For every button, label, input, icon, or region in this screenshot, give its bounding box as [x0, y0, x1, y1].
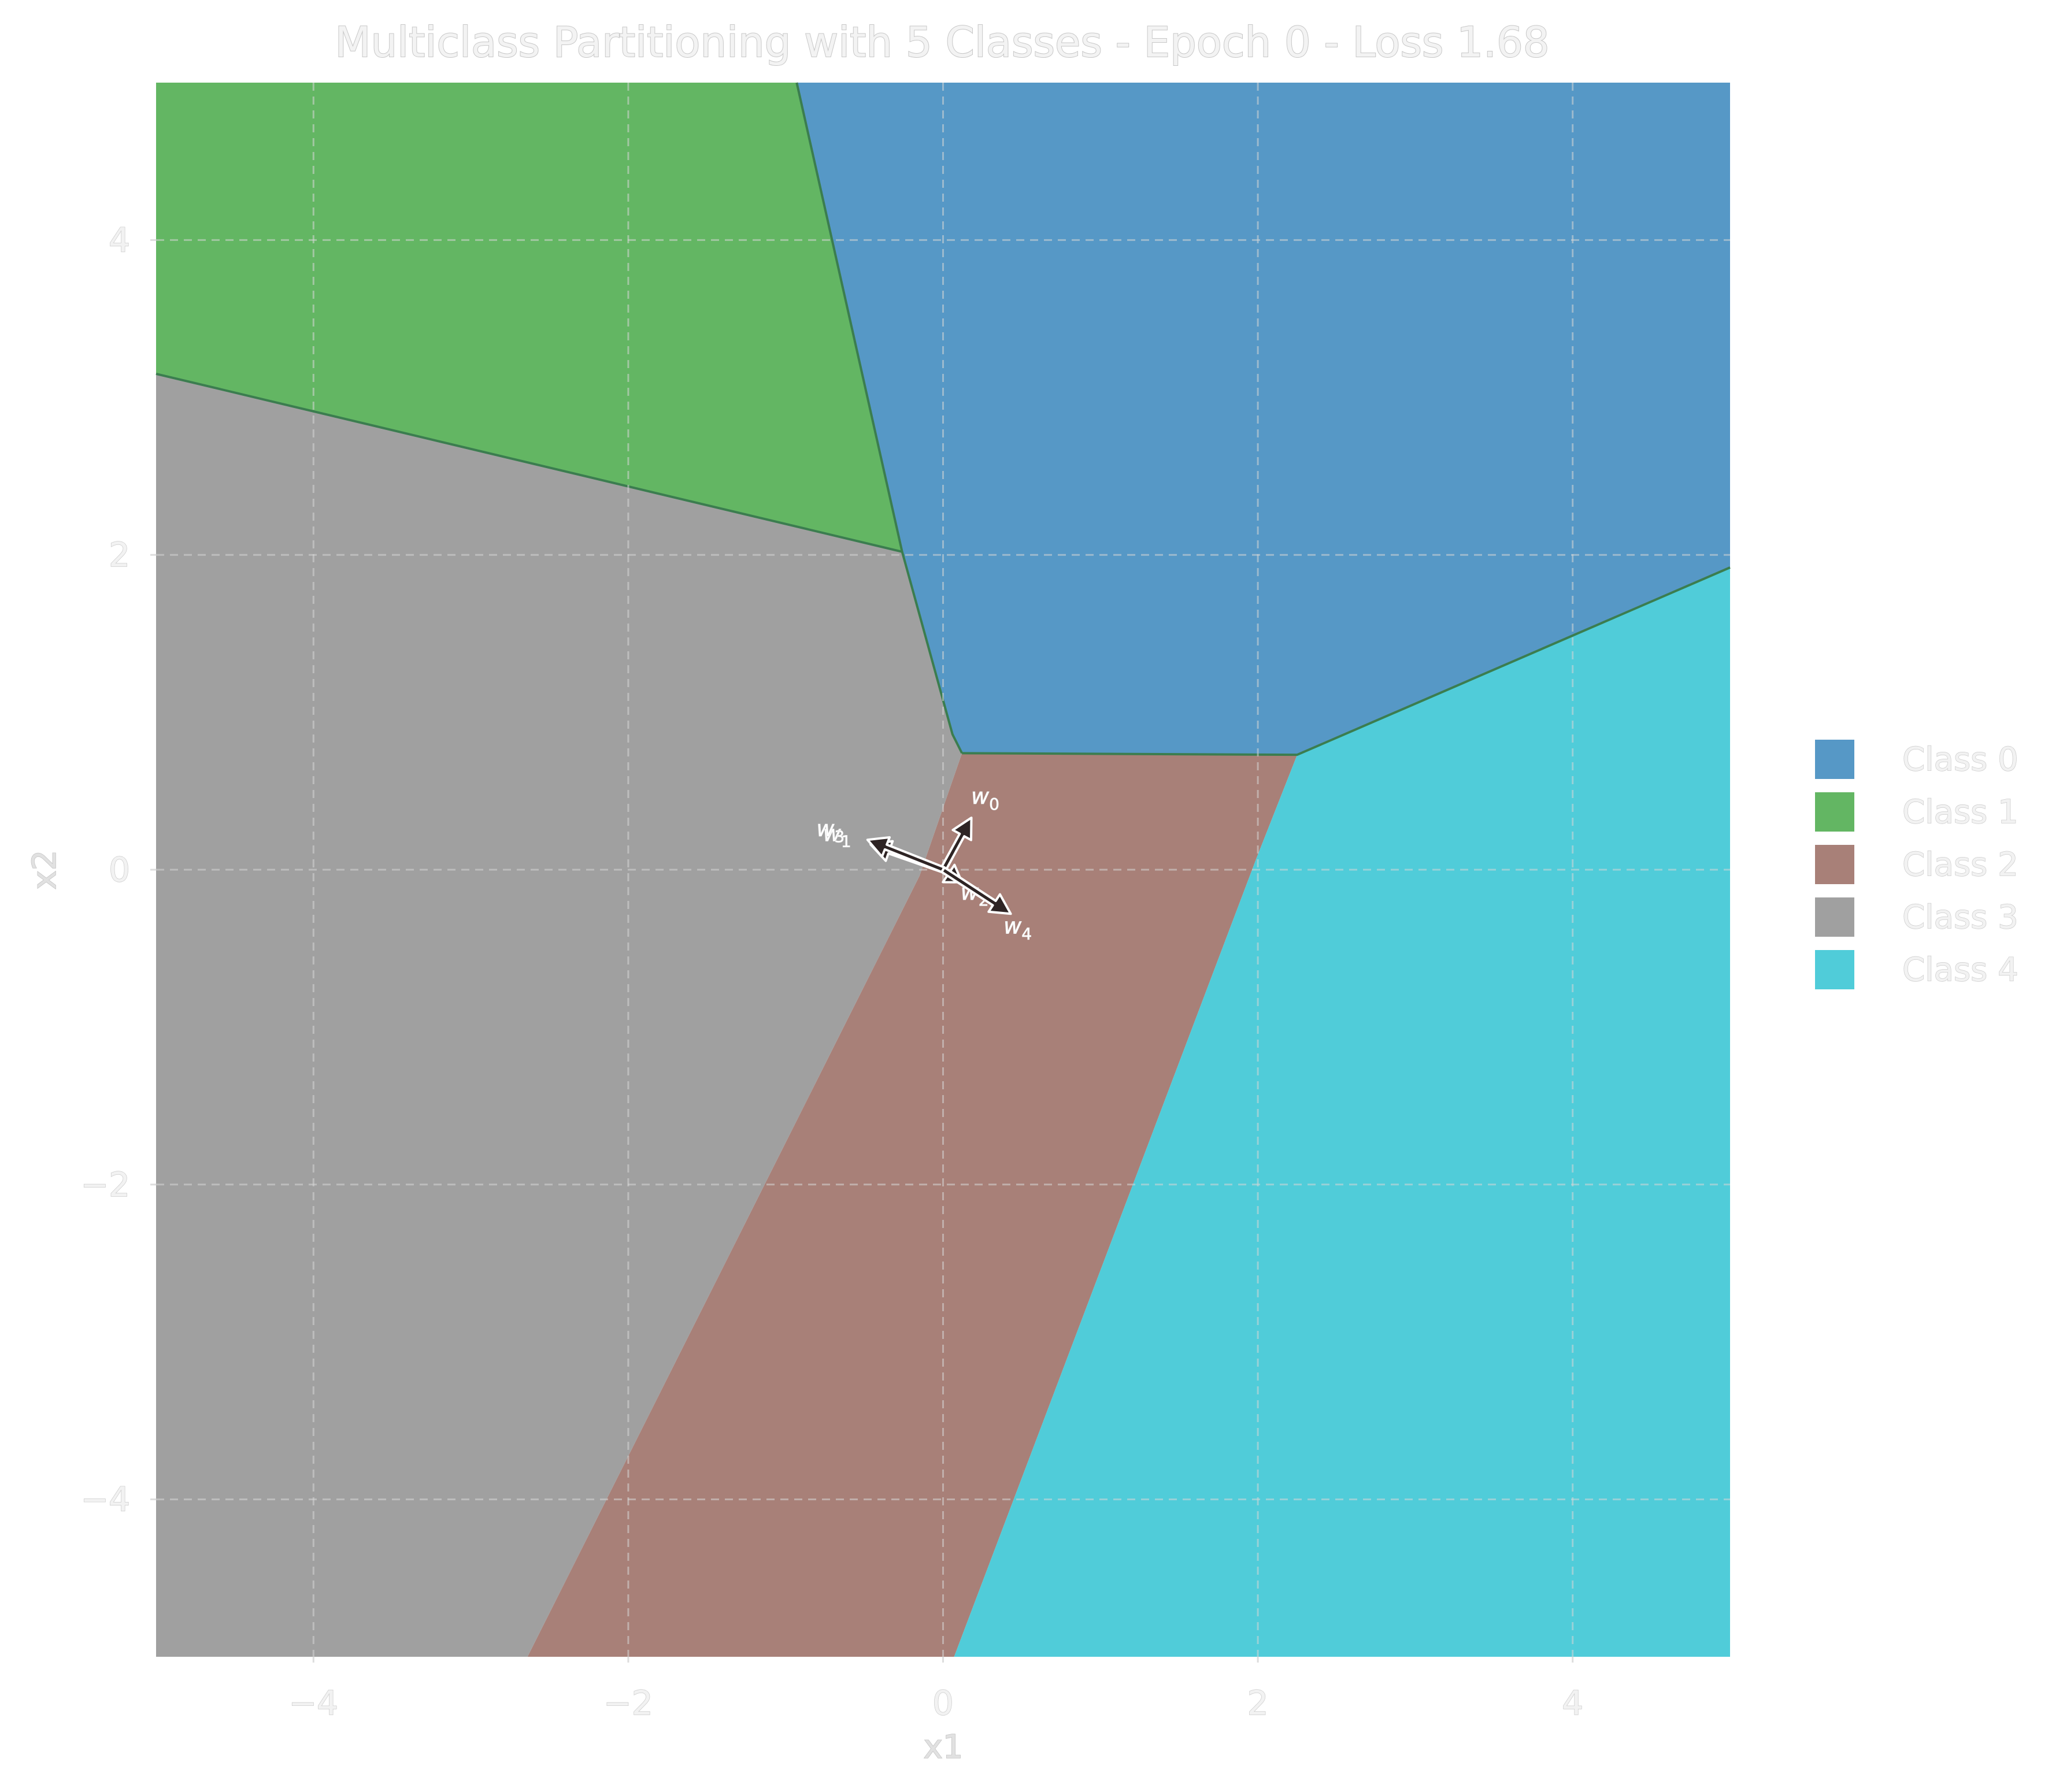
- y-tick-label-4: 4: [109, 220, 130, 259]
- legend-swatch-1: [1815, 792, 1854, 832]
- y-axis-label: x2: [26, 850, 64, 890]
- y-tick-label-3: 2: [109, 535, 130, 574]
- weight-vector-arrow-4: [940, 866, 1012, 915]
- legend-swatch-0: [1815, 740, 1854, 779]
- legend-label-3: Class 3: [1902, 899, 2018, 936]
- legend-swatch-3: [1815, 897, 1854, 937]
- class-region-3: [156, 373, 962, 1657]
- weight-vector-arrow-3: [866, 836, 946, 874]
- x-tick-label-1: −2: [603, 1683, 653, 1723]
- decision-boundary-0: [795, 82, 963, 754]
- x-tick-label-0: −4: [289, 1683, 339, 1723]
- text-layer: Multiclass Partitioning with 5 Classes -…: [25, 17, 1550, 1767]
- class-region-0: [797, 83, 1730, 755]
- legend-swatch-4: [1815, 950, 1854, 989]
- class-region-1: [156, 83, 902, 552]
- legend-label-2: Class 2: [1902, 846, 2018, 884]
- x-tick-label-2: 0: [932, 1683, 954, 1723]
- weight-vector-label-4: w4: [1003, 913, 1032, 943]
- class-region-2: [527, 753, 1298, 1657]
- chart-title: Multiclass Partitioning with 5 Classes -…: [335, 18, 1549, 66]
- legend-swatch-2: [1815, 845, 1854, 884]
- class-regions-layer: [156, 83, 1730, 1657]
- legend-label-1: Class 1: [1902, 793, 2018, 831]
- boundary-lines-layer: [155, 82, 1731, 756]
- y-tick-label-0: −4: [81, 1480, 131, 1519]
- weight-vector-label-0: w0: [971, 784, 999, 814]
- y-tick-label-1: −2: [81, 1165, 131, 1204]
- x-tick-label-4: 4: [1562, 1683, 1583, 1723]
- legend-label-0: Class 0: [1902, 741, 2018, 778]
- legend-label-4: Class 4: [1902, 951, 2018, 989]
- decision-boundary-2: [962, 566, 1731, 756]
- y-tick-label-2: 0: [109, 850, 130, 889]
- x-axis-label: x1: [924, 1728, 964, 1766]
- weight-vectors-layer: w0w1w2w3w4: [816, 784, 1032, 944]
- x-tick-label-3: 2: [1247, 1683, 1269, 1723]
- weight-vector-arrow-0: [939, 817, 973, 873]
- tick-labels-layer: −4 −2 0 2 4 −4 −2 0 2 4: [80, 220, 1584, 1723]
- weight-vector-label-3: w3: [816, 816, 845, 846]
- weight-vector-label-1: w1: [823, 821, 851, 851]
- class-region-4: [954, 567, 1730, 1657]
- grid-layer: [156, 83, 1730, 1657]
- decision-boundary-1: [155, 372, 903, 553]
- legend: Class 0 Class 1 Class 2 Class 3 Class 4: [1815, 740, 2019, 989]
